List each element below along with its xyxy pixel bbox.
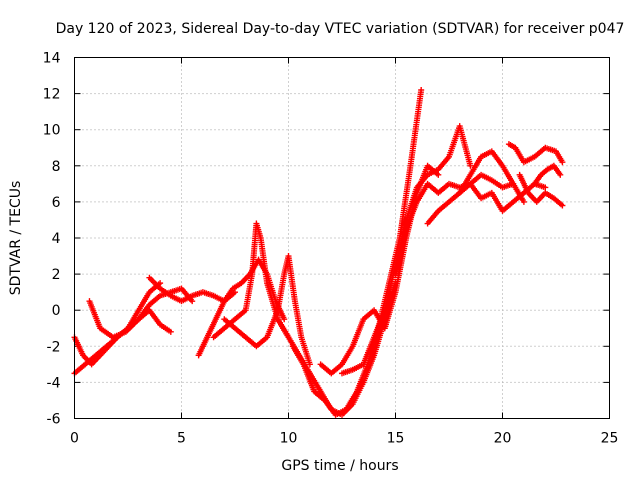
- x-tick-label: 5: [177, 431, 186, 447]
- series-sat-a: [71, 280, 164, 377]
- y-tick-label: 8: [52, 159, 61, 175]
- series-sat-b: [71, 307, 174, 368]
- y-tick-label: 10: [43, 123, 61, 139]
- x-tick-label: 15: [387, 431, 405, 447]
- data-point: [306, 361, 313, 368]
- series-sat-q: [531, 162, 564, 187]
- x-tick-labels: 0 5 10 15 20 25: [70, 431, 618, 447]
- y-tick-labels: -6 -4 -2 0 2 4 6 8 10 12 14: [43, 51, 61, 428]
- y-tick-label: 4: [52, 231, 61, 247]
- y-tick-label: -6: [47, 412, 61, 428]
- y-tick-label: 6: [52, 195, 61, 211]
- series-sat-c: [86, 285, 196, 341]
- data-point: [467, 162, 474, 169]
- data-points: [71, 86, 566, 418]
- data-point: [557, 171, 564, 178]
- chart-title: Day 120 of 2023, Sidereal Day-to-day VTE…: [56, 21, 625, 37]
- y-axis-label: SDTVAR / TECUs: [8, 181, 24, 296]
- plot-frame: [74, 57, 610, 419]
- data-point: [559, 202, 566, 209]
- data-point: [189, 298, 196, 305]
- y-tick-label: 12: [43, 87, 61, 103]
- data-point: [418, 86, 425, 93]
- y-tick-label: 14: [43, 51, 61, 67]
- x-tick-label: 0: [70, 431, 79, 447]
- series-sat-g: [221, 253, 313, 368]
- y-tick-label: -2: [47, 339, 61, 355]
- data-point: [157, 280, 164, 287]
- series-sat-l: [392, 171, 517, 278]
- data-point: [281, 316, 288, 323]
- data-point: [520, 198, 527, 205]
- series-sat-p: [516, 171, 566, 209]
- grid-lines: [74, 57, 610, 419]
- y-tick-label: 2: [52, 267, 61, 283]
- x-tick-label: 25: [601, 431, 619, 447]
- x-tick-label: 20: [494, 431, 512, 447]
- data-point: [542, 184, 549, 191]
- series-sat-k: [339, 123, 474, 377]
- x-axis-label: GPS time / hours: [281, 458, 398, 474]
- data-point: [435, 171, 442, 178]
- x-tick-label: 10: [280, 431, 298, 447]
- data-point: [167, 328, 174, 335]
- y-tick-label: -4: [47, 375, 61, 391]
- data-point: [559, 159, 566, 166]
- y-tick-label: 0: [52, 303, 61, 319]
- series-sat-o: [505, 141, 566, 166]
